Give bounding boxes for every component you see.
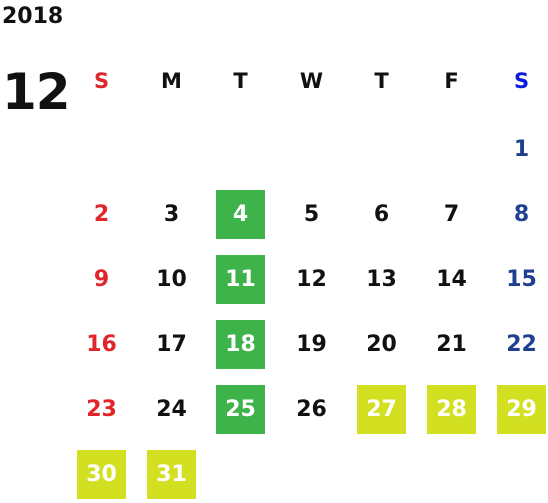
calendar-day-18[interactable]: 18: [216, 320, 265, 369]
calendar-day-13[interactable]: 13: [366, 267, 397, 292]
calendar-day-21[interactable]: 21: [436, 332, 467, 357]
calendar-day-1[interactable]: 1: [513, 137, 530, 162]
calendar-day-27[interactable]: 27: [357, 385, 406, 434]
calendar-day-12[interactable]: 12: [296, 267, 327, 292]
calendar-day-11[interactable]: 11: [216, 255, 265, 304]
weekday-header-tue: T: [233, 68, 248, 93]
calendar-month: 12: [2, 63, 71, 121]
weekday-header-thu: T: [374, 68, 389, 93]
calendar-day-23[interactable]: 23: [86, 397, 117, 422]
calendar-day-14[interactable]: 14: [436, 267, 467, 292]
weekday-header-sun: S: [93, 68, 110, 93]
calendar-year: 2018: [2, 4, 64, 29]
calendar-day-25[interactable]: 25: [216, 385, 265, 434]
calendar-day-30[interactable]: 30: [77, 450, 126, 499]
calendar-day-7[interactable]: 7: [443, 202, 460, 227]
calendar-day-20[interactable]: 20: [366, 332, 397, 357]
calendar-day-9[interactable]: 9: [93, 267, 110, 292]
calendar-day-28[interactable]: 28: [427, 385, 476, 434]
calendar-day-22[interactable]: 22: [506, 332, 537, 357]
weekday-header-sat: S: [513, 68, 530, 93]
calendar-day-15[interactable]: 15: [506, 267, 537, 292]
calendar-day-3[interactable]: 3: [163, 202, 180, 227]
calendar-day-6[interactable]: 6: [373, 202, 390, 227]
calendar-day-31[interactable]: 31: [147, 450, 196, 499]
weekday-header-fri: F: [444, 68, 459, 93]
calendar-day-10[interactable]: 10: [156, 267, 187, 292]
weekday-header-mon: M: [161, 68, 182, 93]
calendar-day-2[interactable]: 2: [93, 202, 110, 227]
calendar-day-5[interactable]: 5: [303, 202, 320, 227]
calendar-day-19[interactable]: 19: [296, 332, 327, 357]
calendar-day-17[interactable]: 17: [156, 332, 187, 357]
calendar-day-8[interactable]: 8: [513, 202, 530, 227]
calendar-day-4[interactable]: 4: [216, 190, 265, 239]
calendar-day-24[interactable]: 24: [156, 397, 187, 422]
calendar-day-26[interactable]: 26: [296, 397, 327, 422]
weekday-header-wed: W: [299, 68, 324, 93]
calendar-day-16[interactable]: 16: [86, 332, 117, 357]
calendar-day-29[interactable]: 29: [497, 385, 546, 434]
